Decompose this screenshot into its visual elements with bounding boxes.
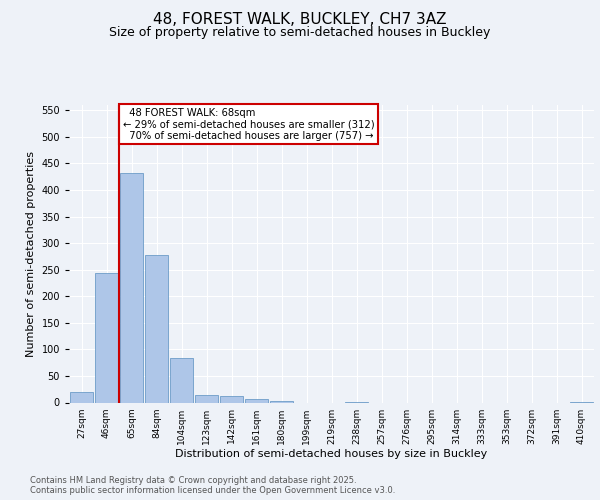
Bar <box>119 173 143 402</box>
Bar <box>220 396 244 402</box>
Bar <box>170 358 193 403</box>
X-axis label: Distribution of semi-detached houses by size in Buckley: Distribution of semi-detached houses by … <box>175 450 488 460</box>
Text: 48 FOREST WALK: 68sqm
← 29% of semi-detached houses are smaller (312)
  70% of s: 48 FOREST WALK: 68sqm ← 29% of semi-deta… <box>123 108 374 141</box>
Text: Contains HM Land Registry data © Crown copyright and database right 2025.
Contai: Contains HM Land Registry data © Crown c… <box>30 476 395 495</box>
Text: 48, FOREST WALK, BUCKLEY, CH7 3AZ: 48, FOREST WALK, BUCKLEY, CH7 3AZ <box>153 12 447 28</box>
Y-axis label: Number of semi-detached properties: Number of semi-detached properties <box>26 151 36 357</box>
Bar <box>70 392 94 402</box>
Bar <box>95 274 118 402</box>
Bar <box>194 395 218 402</box>
Text: Size of property relative to semi-detached houses in Buckley: Size of property relative to semi-detach… <box>109 26 491 39</box>
Bar <box>145 255 169 402</box>
Bar <box>245 399 268 402</box>
